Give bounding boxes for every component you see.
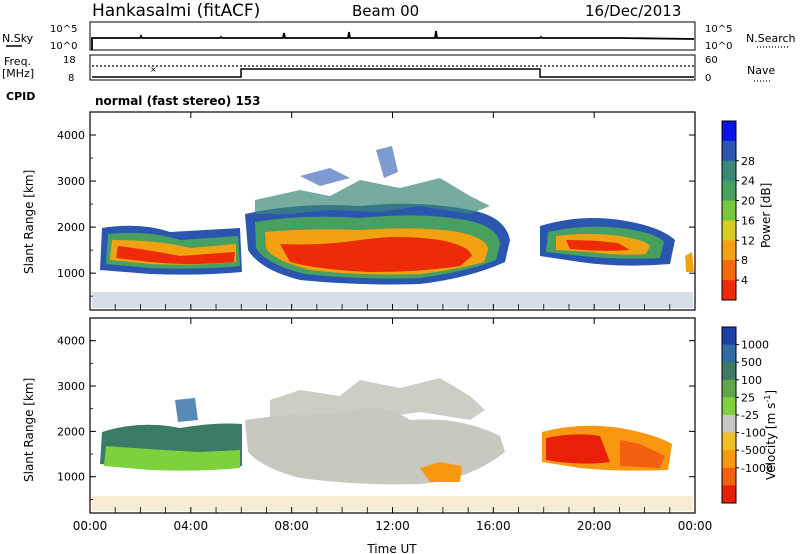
- velocity-colorbar: 1000 500 100 25 -25 -100 -500 -1000: [721, 326, 773, 504]
- velocity-colorbar-segment: [722, 327, 736, 346]
- power-colorbar-frame: [721, 120, 737, 301]
- velocity-colorbar-tick-label: -25: [741, 409, 759, 422]
- x-tick-label: 04:00: [174, 519, 209, 533]
- beam-title: Beam 00: [352, 2, 419, 20]
- noise-right-tick-bottom: 10^0: [705, 41, 732, 52]
- x-tick-label: 00:00: [73, 519, 108, 533]
- power-y-tick-label: 4000: [57, 129, 85, 142]
- velocity-colorbar-tick-label: 25: [741, 391, 755, 404]
- velocity-colorbar-segment: [722, 467, 736, 486]
- noise-right-label: N.Search: [746, 32, 796, 45]
- power-colorbar-segment: [722, 160, 736, 182]
- power-colorbar-tick-label: 20: [741, 195, 755, 208]
- velocity-colorbar-label: Velocity [m s-1]: [763, 390, 778, 480]
- date-title: 16/Dec/2013: [585, 2, 681, 20]
- power-ylabel: Slant Range [km]: [22, 170, 36, 274]
- power-colorbar: 4 8 12 16 20 24 28: [721, 120, 755, 301]
- power-heatmap: [92, 146, 694, 308]
- freq-label-1: Freq.: [4, 55, 31, 68]
- noise-left-tick-top: 10^5: [50, 24, 77, 35]
- freq-label-2: [MHz]: [2, 67, 34, 80]
- freq-right-tick-bottom: 0: [705, 73, 711, 84]
- freq-panel: Freq. [MHz] 18 8 60 0 Nave × CPID normal…: [2, 54, 775, 108]
- velocity-colorbar-tick-label: 100: [741, 374, 762, 387]
- velocity-y-tick-label: 1000: [57, 471, 85, 484]
- velocity-colorbar-tick-label: -500: [741, 444, 766, 457]
- velocity-panel: 1000 2000 3000 4000 Slant Range [km] 1000 50…: [22, 317, 778, 514]
- power-panel: 1000 2000 3000 4000 Slant Range [km] 4 8 12 16…: [22, 111, 773, 311]
- noise-sky-trace: [91, 30, 695, 50]
- velocity-colorbar-segment: [722, 344, 736, 363]
- power-y-tick-label: 1000: [57, 267, 85, 280]
- velocity-colorbar-segment: [722, 485, 736, 504]
- power-colorbar-segment: [722, 280, 736, 301]
- velocity-ylabel: Slant Range [km]: [22, 378, 36, 482]
- power-y-tick-label: 3000: [57, 175, 85, 188]
- velocity-y-tick-label: 2000: [57, 425, 85, 438]
- velocity-y-tick-label: 3000: [57, 380, 85, 393]
- velocity-colorbar-label-main: Velocity: [764, 433, 778, 480]
- noise-left-label: N.Sky: [2, 32, 34, 45]
- velocity-colorbar-label-close: ]: [764, 390, 778, 395]
- freq-left-tick-bottom: 8: [68, 73, 74, 84]
- velocity-colorbar-segment: [722, 362, 736, 381]
- x-tick-label: 00:00: [678, 519, 713, 533]
- power-colorbar-segment: [722, 121, 736, 142]
- power-colorbar-tick-label: 16: [741, 214, 755, 227]
- x-axis-label: Time UT: [366, 542, 417, 554]
- power-colorbar-label: Power [dB]: [759, 183, 773, 248]
- cpid-label: CPID: [6, 90, 35, 103]
- power-colorbar-tick-label: 24: [741, 175, 755, 188]
- freq-right-tick-top: 60: [705, 55, 718, 66]
- velocity-colorbar-segment: [722, 450, 736, 469]
- velocity-heatmap: [92, 378, 693, 511]
- power-colorbar-tick-label: 8: [741, 254, 748, 267]
- station-title: Hankasalmi (fitACF): [92, 1, 260, 21]
- power-colorbar-tick-label: 28: [741, 155, 755, 168]
- power-colorbar-segment: [722, 180, 736, 202]
- cpid-text: normal (fast stereo) 153: [95, 94, 261, 108]
- velocity-colorbar-label-unit: [m s: [764, 403, 778, 429]
- power-colorbar-segment: [722, 240, 736, 261]
- x-tick-label: 08:00: [274, 519, 309, 533]
- power-colorbar-tick-label: 12: [741, 234, 755, 247]
- power-colorbar-segment: [722, 140, 736, 162]
- velocity-colorbar-segment: [722, 379, 736, 398]
- power-colorbar-segment: [722, 220, 736, 241]
- velocity-colorbar-tick-label: -100: [741, 427, 766, 440]
- svg-text:×: ×: [150, 65, 157, 74]
- velocity-y-ticks: 1000 2000 3000 4000: [57, 335, 695, 500]
- velocity-colorbar-tick-label: 500: [741, 356, 762, 369]
- noise-right-tick-top: 10^5: [705, 24, 732, 35]
- velocity-y-tick-label: 4000: [57, 335, 85, 348]
- velocity-colorbar-tick-label: 1000: [741, 339, 769, 352]
- velocity-colorbar-label-exp: -1: [763, 395, 772, 403]
- x-tick-label: 16:00: [476, 519, 511, 533]
- power-colorbar-segment: [722, 260, 736, 281]
- nave-label: Nave: [747, 64, 775, 77]
- velocity-colorbar-segment: [722, 397, 736, 416]
- x-axis-ticks: 00:00 04:00 08:00 12:00 16:00 20:00 00:00: [73, 112, 713, 533]
- velocity-colorbar-tick-label: -1000: [741, 462, 773, 475]
- noise-panel: N.Sky 10^5 10^0 10^5 10^0 N.Search: [2, 21, 796, 52]
- velocity-colorbar-segment: [722, 415, 736, 434]
- x-tick-label: 20:00: [577, 519, 612, 533]
- velocity-colorbar-segment: [722, 432, 736, 451]
- power-colorbar-segment: [722, 200, 736, 221]
- power-y-tick-label: 2000: [57, 221, 85, 234]
- power-colorbar-tick-label: 4: [741, 274, 748, 287]
- freq-trace: [92, 68, 694, 78]
- x-tick-label: 12:00: [375, 519, 410, 533]
- power-y-ticks: 1000 2000 3000 4000: [57, 129, 695, 297]
- noise-left-tick-bottom: 10^0: [50, 41, 77, 52]
- freq-left-tick-top: 18: [63, 55, 76, 66]
